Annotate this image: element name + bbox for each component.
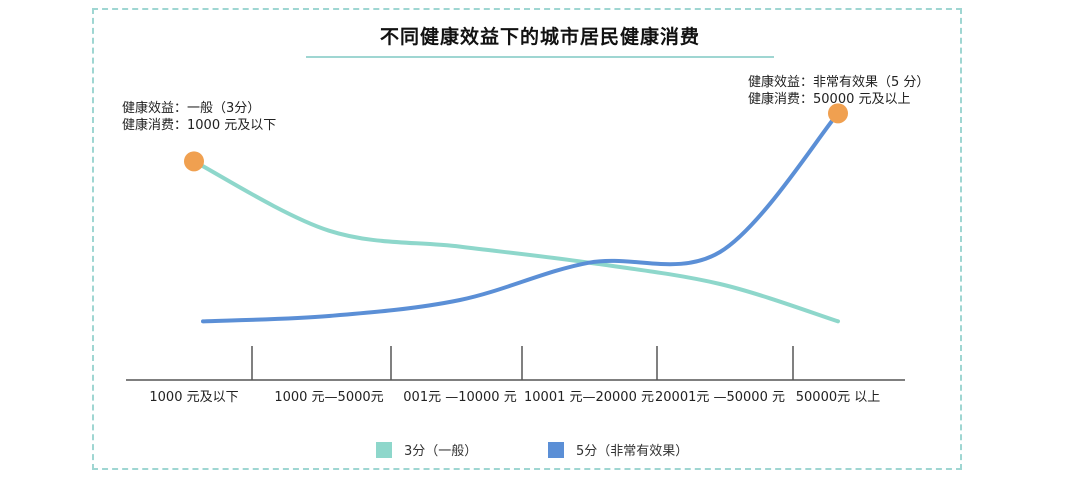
highlight-point-1 (184, 151, 204, 172)
x-tick-label-3: 001元 —10000 元 (403, 390, 516, 405)
series-line-1 (192, 159, 840, 324)
legend: 3分（一般） 5分（非常有效果） (0, 440, 1080, 464)
x-tick-label-5: 20001元 —50000 元 (655, 390, 785, 405)
highlight-point-2 (828, 103, 848, 124)
series-2-point-1 (201, 319, 205, 323)
series-1-point-3 (458, 245, 462, 249)
series-1-point-5 (718, 282, 722, 286)
series-2-point-4 (587, 261, 591, 265)
annotation-right-line-1: 健康效益：非常有效果（5 分） (748, 75, 930, 90)
annotation-left: 健康效益：一般（3分） 健康消费：1000 元及以下 (122, 100, 276, 134)
legend-label-series-b: 5分（非常有效果） (576, 444, 689, 459)
annotation-right: 健康效益：非常有效果（5 分） 健康消费：50000 元及以上 (748, 74, 929, 108)
series-1-point-6 (836, 319, 840, 323)
x-tick-label-1: 1000 元及以下 (149, 390, 238, 405)
legend-item-series-b: 5分（非常有效果） (548, 440, 688, 459)
annotation-left-line-1: 健康效益：一般（3分） (122, 101, 261, 116)
chart-title: 不同健康效益下的城市居民健康消费 (379, 26, 700, 48)
series-line-2 (201, 111, 840, 324)
chart-frame (92, 8, 962, 470)
legend-label-series-a: 3分（一般） (404, 444, 478, 459)
x-tick-label-2: 1000 元—5000元 (274, 390, 383, 405)
x-tick-label-6: 50000元 以上 (796, 390, 881, 405)
series-2-point-5 (718, 250, 722, 254)
series-1-point-2 (327, 229, 331, 233)
legend-swatch-series-b (548, 441, 564, 458)
annotation-left-line-2: 健康消费：1000 元及以下 (122, 118, 277, 133)
legend-swatch-series-a (376, 441, 392, 458)
legend-item-series-a: 3分（一般） (376, 440, 477, 459)
series-2-point-3 (458, 298, 462, 302)
annotation-right-line-2: 健康消费：50000 元及以上 (748, 92, 911, 107)
series-2-point-2 (327, 314, 331, 318)
title-underline (306, 56, 774, 58)
x-tick-label-4: 10001 元—20000 元 (524, 390, 654, 405)
